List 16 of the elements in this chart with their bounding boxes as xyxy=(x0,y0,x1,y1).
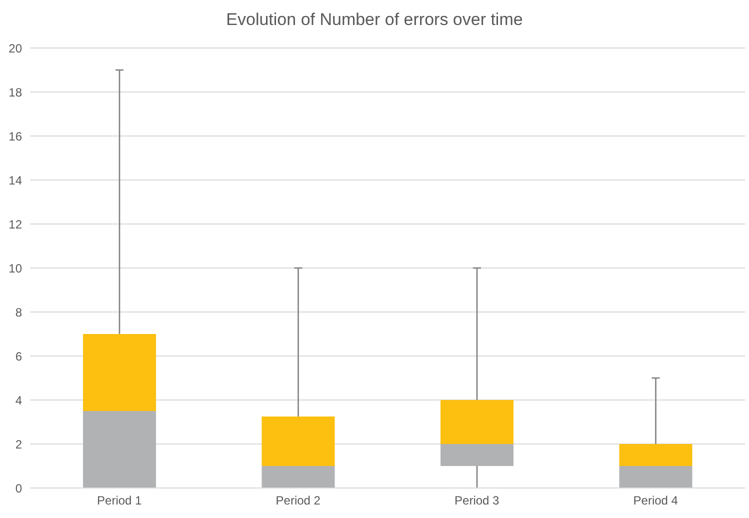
y-tick-label: 12 xyxy=(8,217,22,232)
x-tick-label: Period 4 xyxy=(633,494,678,508)
y-tick-label: 16 xyxy=(8,129,22,144)
y-tick-label: 8 xyxy=(15,305,22,320)
y-tick-label: 2 xyxy=(15,437,22,452)
y-tick-label: 0 xyxy=(15,481,22,496)
y-tick-label: 18 xyxy=(8,85,22,100)
x-tick-label: Period 2 xyxy=(276,494,321,508)
y-tick-label: 6 xyxy=(15,349,22,364)
x-tick-label: Period 1 xyxy=(97,494,142,508)
y-tick-label: 10 xyxy=(8,261,22,276)
y-tick-label: 20 xyxy=(8,41,22,56)
y-tick-label: 14 xyxy=(8,173,22,188)
x-tick-label: Period 3 xyxy=(454,494,500,508)
y-tick-label: 4 xyxy=(15,393,22,408)
chart-title: Evolution of Number of errors over time xyxy=(225,9,524,31)
